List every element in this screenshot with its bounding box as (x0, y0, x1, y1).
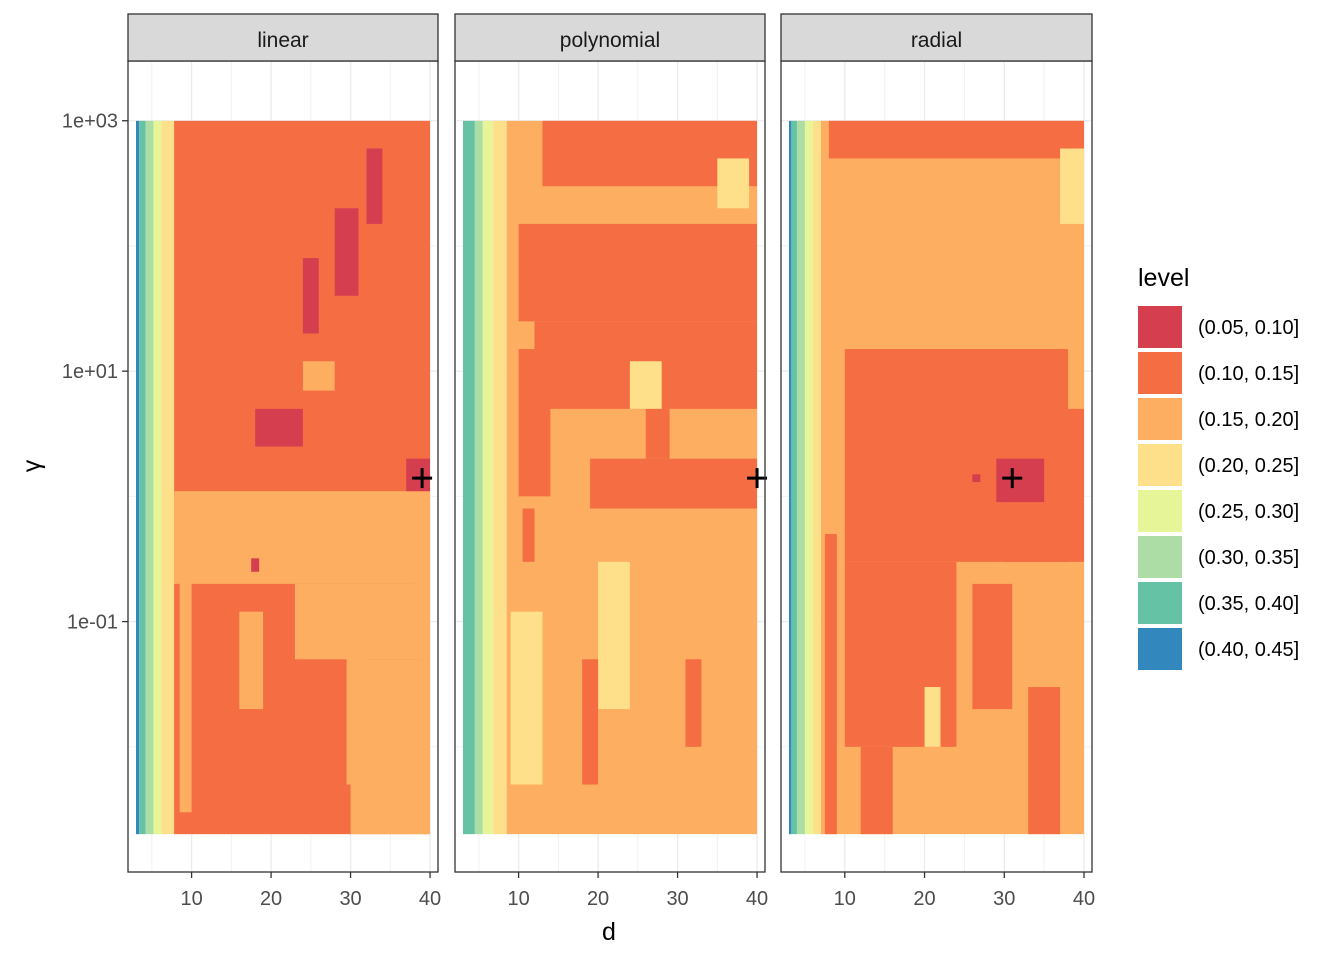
contour-region (598, 561, 630, 710)
contour-fill (788, 120, 1085, 835)
contour-region (685, 659, 702, 747)
contour-region (518, 223, 758, 322)
panel-polynomial: polynomial 10 20 30 40 (454, 13, 768, 910)
contour-region (239, 611, 264, 710)
x-tick-label: 20 (913, 888, 935, 910)
legend-key (1138, 352, 1182, 394)
contour-region (482, 120, 494, 835)
contour-region (474, 120, 483, 835)
contour-region (1028, 687, 1061, 835)
legend-label: (0.40, 0.45] (1198, 639, 1299, 661)
strip-label: radial (911, 29, 962, 52)
contour-region (972, 583, 1013, 710)
contour-region (717, 158, 750, 209)
contour-region (302, 258, 319, 334)
contour-region (924, 687, 941, 747)
contour-region (796, 120, 805, 835)
legend-key (1138, 398, 1182, 440)
contour-region (860, 746, 893, 835)
x-axis-title: d (602, 918, 616, 946)
legend-label: (0.10, 0.15] (1198, 363, 1299, 385)
contour-region (582, 659, 599, 785)
legend-key (1138, 536, 1182, 578)
legend-key (1138, 444, 1182, 486)
panels-layer: linear 10 20 30 40 1e-01 1e+01 1e+03 polynomial 1… (62, 13, 1095, 910)
legend-key (1138, 628, 1182, 670)
contour-region (518, 349, 551, 497)
contour-region (590, 458, 758, 509)
y-axis-title: γ (18, 459, 46, 472)
contour-region (804, 120, 813, 835)
legend-label: (0.25, 0.30] (1198, 501, 1299, 523)
panel-linear: linear 10 20 30 40 1e-01 1e+01 1e+03 (62, 13, 441, 910)
legend: level (0.05, 0.10] (0.10, 0.15] (0.15, 0.2… (1138, 264, 1299, 670)
contour-region (1060, 148, 1085, 224)
contour-region (161, 120, 175, 835)
contour-region (255, 408, 303, 447)
strip-label: polynomial (560, 29, 660, 52)
x-tick-label: 30 (339, 888, 361, 910)
x-tick-label: 10 (834, 888, 856, 910)
contour-fill (135, 120, 431, 835)
contour-region (135, 120, 140, 835)
x-tick-label: 40 (1073, 888, 1095, 910)
contour-region (366, 148, 383, 224)
contour-fill (462, 120, 758, 835)
y-tick-label: 1e+01 (62, 361, 118, 383)
panel-radial: radial 10 20 30 40 (780, 13, 1095, 910)
strip-polynomial (454, 13, 766, 62)
contour-region (251, 558, 260, 572)
x-tick-label: 40 (746, 888, 768, 910)
x-tick-label: 20 (587, 888, 609, 910)
legend-title: level (1138, 264, 1189, 292)
y-tick-label: 1e+03 (62, 111, 118, 133)
x-tick-label: 20 (260, 888, 282, 910)
contour-region (174, 491, 431, 584)
contour-region (139, 120, 146, 835)
contour-region (788, 120, 792, 835)
optimum-marker (412, 468, 433, 489)
contour-region (462, 120, 475, 835)
x-tick-label: 10 (180, 888, 202, 910)
contour-region (414, 496, 431, 660)
legend-label: (0.15, 0.20] (1198, 409, 1299, 431)
legend-label: (0.30, 0.35] (1198, 547, 1299, 569)
optimum-marker (1002, 468, 1023, 489)
contour-region (824, 534, 837, 835)
contour-region (179, 561, 192, 813)
contour-region (302, 361, 335, 391)
legend-label: (0.20, 0.25] (1198, 455, 1299, 477)
contour-region (629, 361, 662, 409)
contour-region (346, 599, 367, 785)
x-tick-label: 30 (666, 888, 688, 910)
contour-region (191, 834, 200, 835)
optimum-marker (747, 468, 768, 489)
y-tick-label: 1e-01 (67, 612, 118, 634)
contour-region (972, 474, 981, 483)
x-tick-label: 30 (993, 888, 1015, 910)
x-tick-label: 10 (507, 888, 529, 910)
contour-region (153, 120, 162, 835)
contour-region (828, 120, 1085, 159)
contour-region (406, 458, 431, 492)
legend-label: (0.35, 0.40] (1198, 593, 1299, 615)
strip-radial (780, 13, 1093, 62)
legend-label: (0.05, 0.10] (1198, 317, 1299, 339)
contour-region (510, 611, 543, 785)
contour-region (145, 120, 154, 835)
contour-region (791, 120, 797, 835)
strip-label: linear (257, 29, 308, 52)
contour-region (812, 120, 821, 835)
legend-key (1138, 582, 1182, 624)
legend-key (1138, 306, 1182, 348)
contour-region (522, 508, 535, 562)
contour-region (493, 120, 507, 835)
contour-region (334, 208, 359, 296)
x-tick-label: 40 (419, 888, 441, 910)
strip-linear (127, 13, 439, 62)
contour-region (996, 458, 1045, 503)
legend-key (1138, 490, 1182, 532)
